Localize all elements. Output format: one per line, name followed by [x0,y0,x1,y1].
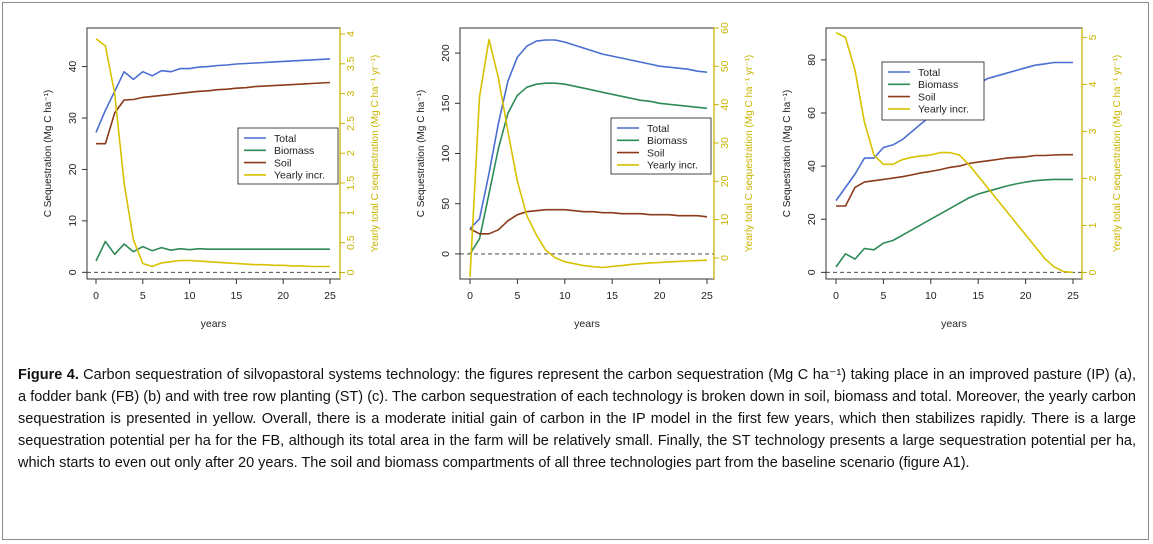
y2-tick-label: 20 [719,175,731,187]
y-tick-label: 20 [806,213,818,225]
series-line-total [95,58,331,133]
y2-axis-label: Yearly total C sequestration (Mg C ha⁻¹ … [370,55,381,252]
legend-entry: Soil [647,147,665,159]
x-tick-label: 25 [324,290,336,302]
y2-tick-label: 1 [345,210,357,216]
legend-entry: Soil [274,157,292,169]
x-tick-label: 15 [606,290,618,302]
y-tick-label: 40 [67,61,79,73]
series-line-yearly-incr [835,31,1074,274]
x-tick-label: 5 [140,290,146,302]
y-axis-label: C Sequestration (Mg C ha⁻¹) [782,90,793,218]
legend-entry: Yearly incr. [274,170,325,182]
series-line-biomass [835,178,1073,268]
legend-entry: Biomass [918,79,958,91]
y2-tick-label: 3.5 [345,56,357,71]
x-axis-label: years [574,318,600,330]
y2-tick-label: 4 [1087,81,1099,87]
x-tick-label: 0 [93,290,99,302]
series-line-yearly-incr [95,38,330,268]
caption-label: Figure 4. [18,367,79,383]
y2-tick-label: 1 [1087,222,1099,228]
y2-tick-label: 2 [1087,175,1099,181]
y2-tick-label: 40 [719,99,731,111]
y2-tick-label: 0 [719,255,731,261]
y-tick-label: 60 [806,107,818,119]
y-tick-label: 40 [806,160,818,172]
figure-caption: Figure 4. Carbon sequestration of silvop… [18,364,1136,474]
series-line-biomass [95,240,330,262]
x-tick-label: 10 [925,290,937,302]
legend-entry: Total [647,123,669,135]
y2-tick-label: 0.5 [345,235,357,250]
legend-entry: Soil [918,91,936,103]
series-line-soil [469,208,708,235]
x-tick-label: 15 [231,290,243,302]
series-line-soil [96,81,331,145]
y2-tick-label: 0 [345,269,357,275]
y2-axis-label: Yearly total C sequestration (Mg C ha⁻¹ … [1112,55,1123,252]
legend-entry: Total [274,133,296,145]
y2-tick-label: 10 [719,214,731,226]
x-tick-label: 25 [701,290,713,302]
x-tick-label: 0 [467,290,473,302]
x-tick-label: 20 [277,290,289,302]
y2-axis-label: Yearly total C sequestration (Mg C ha⁻¹ … [744,55,755,252]
y-tick-label: 50 [440,198,452,210]
y2-tick-label: 4 [345,31,357,37]
y2-tick-label: 5 [1087,34,1099,40]
legend-entry: Total [918,67,940,79]
y-tick-label: 10 [67,215,79,227]
y2-tick-label: 3 [1087,128,1099,134]
x-tick-label: 10 [184,290,196,302]
legend-entry: Biomass [274,145,314,157]
y-tick-label: 30 [67,112,79,124]
y2-tick-label: 50 [719,60,731,72]
legend-entry: Yearly incr. [918,104,969,116]
y-axis-label: C Sequestration (Mg C ha⁻¹) [43,90,54,218]
y-tick-label: 100 [440,145,452,163]
x-tick-label: 5 [880,290,886,302]
series-line-biomass [469,82,708,255]
y2-tick-label: 30 [719,137,731,149]
y2-tick-label: 0 [1087,269,1099,275]
y2-tick-label: 60 [719,22,731,34]
series-line-soil [836,153,1073,207]
caption-text: Carbon sequestration of silvopastoral sy… [18,367,1136,471]
y-tick-label: 0 [67,269,79,275]
legend-entry: Biomass [647,135,687,147]
y2-tick-label: 2 [345,150,357,156]
y-axis-label: C Sequestration (Mg C ha⁻¹) [416,90,427,218]
y2-tick-label: 1.5 [345,176,357,191]
x-axis-label: years [941,318,967,330]
x-tick-label: 5 [514,290,520,302]
y-tick-label: 80 [806,54,818,66]
x-tick-label: 0 [833,290,839,302]
series-line-total [469,39,708,230]
series-line-yearly-incr [469,38,708,278]
x-tick-label: 20 [654,290,666,302]
y-tick-label: 20 [67,163,79,175]
x-tick-label: 10 [559,290,571,302]
y-tick-label: 150 [440,94,452,112]
x-tick-label: 20 [1020,290,1032,302]
x-axis-label: years [201,318,227,330]
y-tick-label: 200 [440,44,452,62]
y2-tick-label: 2.5 [345,116,357,131]
y2-tick-label: 3 [345,91,357,97]
y-tick-label: 0 [806,269,818,275]
legend-entry: Yearly incr. [647,160,698,172]
x-tick-label: 25 [1067,290,1079,302]
x-tick-label: 15 [972,290,984,302]
y-tick-label: 0 [440,251,452,257]
